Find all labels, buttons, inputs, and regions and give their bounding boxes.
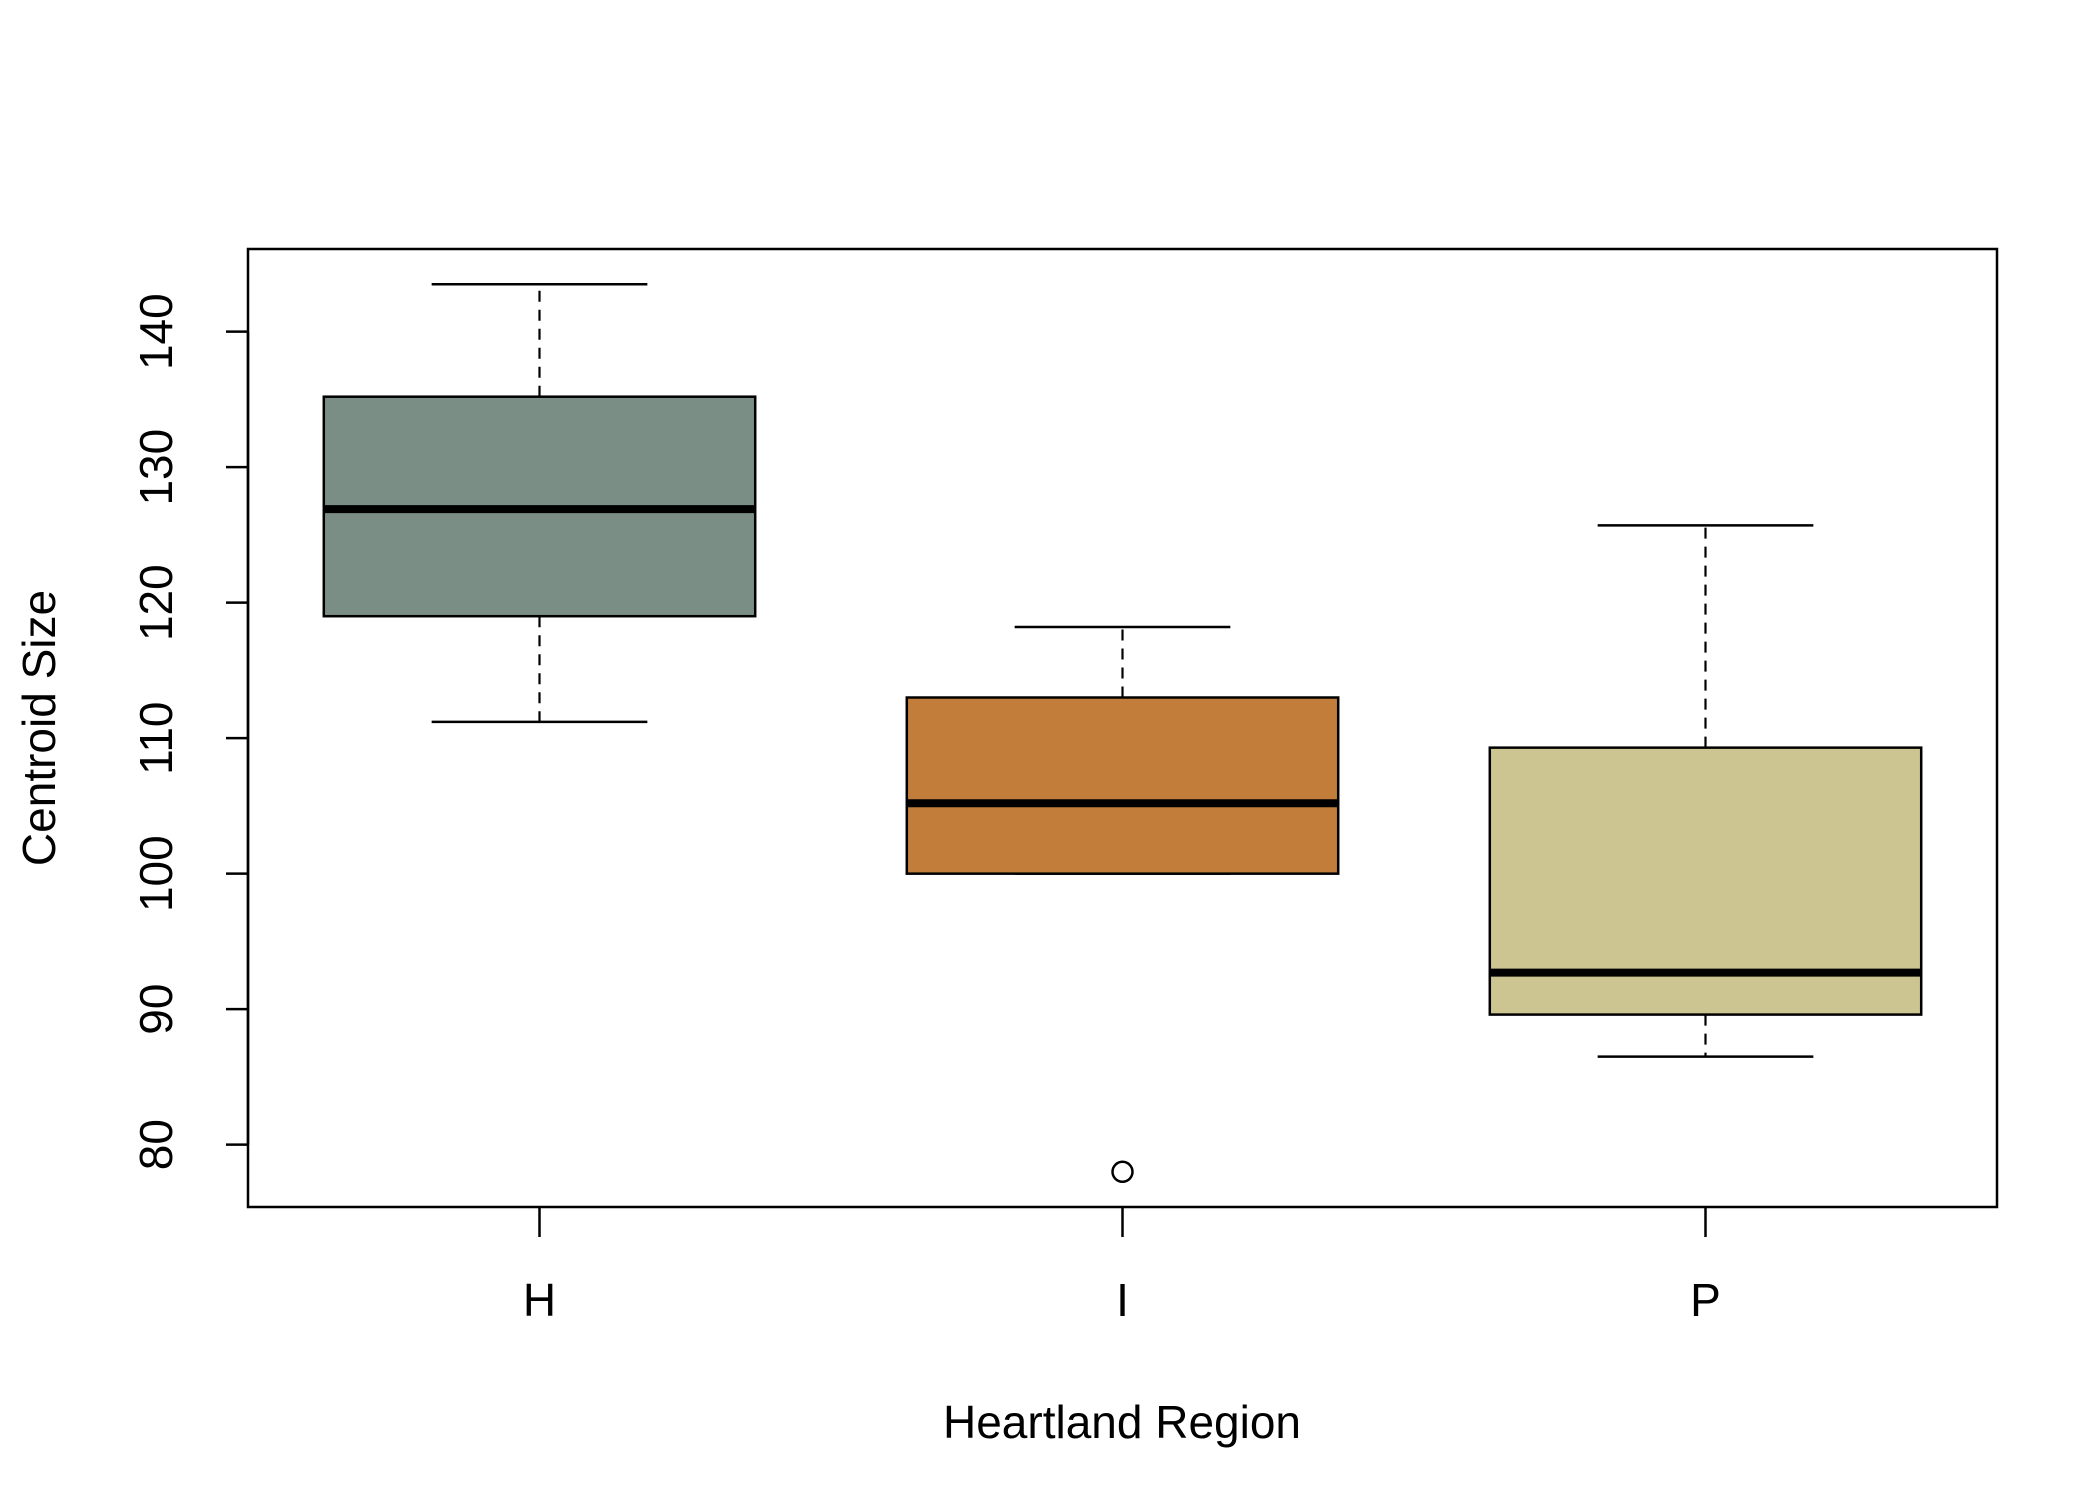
box-group-p xyxy=(1488,524,1923,1058)
plot-frame xyxy=(246,247,1999,1209)
y-tick-label-120: 120 xyxy=(130,564,182,641)
x-axis-title: Heartland Region xyxy=(943,1396,1301,1448)
box-i xyxy=(905,696,1340,875)
y-tick-label-140: 140 xyxy=(130,293,182,370)
y-tick-label-80: 80 xyxy=(130,1119,182,1170)
x-tick-label-p: P xyxy=(1690,1274,1721,1326)
x-tick-label-h: H xyxy=(523,1274,556,1326)
box-group-h xyxy=(322,282,757,724)
y-tick-label-130: 130 xyxy=(130,429,182,506)
y-tick-label-100: 100 xyxy=(130,835,182,912)
x-tick-label-i: I xyxy=(1116,1274,1129,1326)
y-axis-title: Centroid Size xyxy=(13,590,65,866)
outlier-point-i xyxy=(1111,1160,1134,1184)
box-group-i xyxy=(905,625,1340,1184)
y-axis: 80 90 100 110 120 130 140 xyxy=(130,293,250,1170)
y-tick-label-110: 110 xyxy=(130,701,182,774)
y-tick-label-90: 90 xyxy=(130,984,182,1035)
boxes-layer xyxy=(322,282,1923,1184)
